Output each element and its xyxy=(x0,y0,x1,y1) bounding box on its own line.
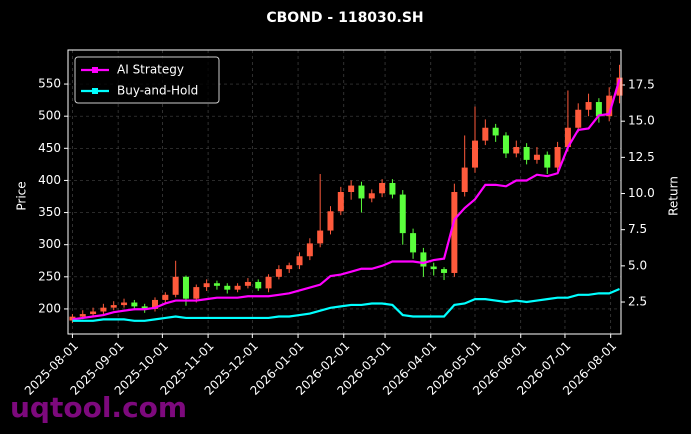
y-tick-label: 450 xyxy=(38,141,61,155)
candle-body xyxy=(420,252,427,267)
candle-body xyxy=(327,211,334,231)
y-tick-label: 200 xyxy=(38,301,61,315)
candle-body xyxy=(575,109,582,128)
candle-body xyxy=(564,127,571,148)
candle-body xyxy=(286,265,293,270)
watermark: uqtool.com xyxy=(10,391,187,424)
line-series xyxy=(72,78,621,321)
candle-body xyxy=(533,154,540,160)
candle-body xyxy=(162,294,169,300)
candle-body xyxy=(193,287,200,299)
y-axis-label: Price xyxy=(15,181,29,210)
candle-body xyxy=(502,135,509,154)
y2-tick-label: 5.0 xyxy=(628,258,647,272)
candle-body xyxy=(410,233,417,253)
candle-body xyxy=(255,281,262,289)
candle-body xyxy=(131,302,138,307)
y2-axis-label: Return xyxy=(667,176,681,216)
candle-body xyxy=(513,147,520,154)
y2-tick-label: 10.0 xyxy=(628,186,655,200)
legend-label: Buy-and-Hold xyxy=(117,84,198,98)
candle-body xyxy=(358,185,365,199)
legend-box xyxy=(74,56,220,104)
candle-body xyxy=(244,281,251,286)
candle-body xyxy=(172,276,179,295)
legend-marker xyxy=(92,67,98,73)
candle-body xyxy=(152,299,159,309)
candle-body xyxy=(203,283,210,288)
candle-body xyxy=(399,194,406,234)
candle-body xyxy=(616,77,623,96)
candle-body xyxy=(306,243,313,257)
legend-marker xyxy=(92,88,98,94)
candle-body xyxy=(606,95,613,117)
y-tick-label: 400 xyxy=(38,173,61,187)
candle-body xyxy=(544,154,551,168)
y2-tick-label: 2.5 xyxy=(628,295,647,309)
candle-body xyxy=(441,269,448,273)
candle-body xyxy=(141,306,148,309)
candle-body xyxy=(482,127,489,141)
candle-body xyxy=(337,192,344,212)
candle-body xyxy=(234,285,241,290)
candle-body xyxy=(368,193,375,199)
candle-body xyxy=(430,266,437,270)
candle-body xyxy=(100,307,107,312)
y-tick-label: 300 xyxy=(38,237,61,251)
candle-body xyxy=(523,147,530,160)
candle-body xyxy=(348,185,355,192)
candle-body xyxy=(451,192,458,273)
y-tick-label: 350 xyxy=(38,205,61,219)
y2-tick-label: 17.5 xyxy=(628,78,655,92)
candle-body xyxy=(554,147,561,168)
candle-body xyxy=(296,256,303,266)
y2-tick-label: 12.5 xyxy=(628,150,655,164)
plot-frame xyxy=(67,49,622,335)
candle-body xyxy=(317,230,324,244)
y-tick-label: 550 xyxy=(38,77,61,91)
candle-body xyxy=(389,183,396,195)
legend-label: AI Strategy xyxy=(117,63,184,77)
candle-body xyxy=(595,102,602,117)
candle-body xyxy=(121,302,128,306)
candle-body xyxy=(492,127,499,136)
candle-body xyxy=(461,167,468,192)
candle-body xyxy=(585,102,592,110)
candle-body xyxy=(275,269,282,277)
y-tick-label: 500 xyxy=(38,109,61,123)
y-tick-label: 250 xyxy=(38,269,61,283)
candle-body xyxy=(182,276,189,299)
y2-tick-label: 7.5 xyxy=(628,222,647,236)
candle-body xyxy=(90,311,97,315)
y2-tick-label: 15.0 xyxy=(628,114,655,128)
candle-body xyxy=(379,183,386,194)
candle-body xyxy=(79,314,86,317)
candle-body xyxy=(472,140,479,168)
candle-body xyxy=(224,285,231,290)
line-series xyxy=(72,287,620,322)
chart-title: CBOND - 118030.SH xyxy=(266,10,423,26)
candle-body xyxy=(265,276,272,289)
candle-body xyxy=(213,283,220,286)
candle-body xyxy=(110,305,117,308)
